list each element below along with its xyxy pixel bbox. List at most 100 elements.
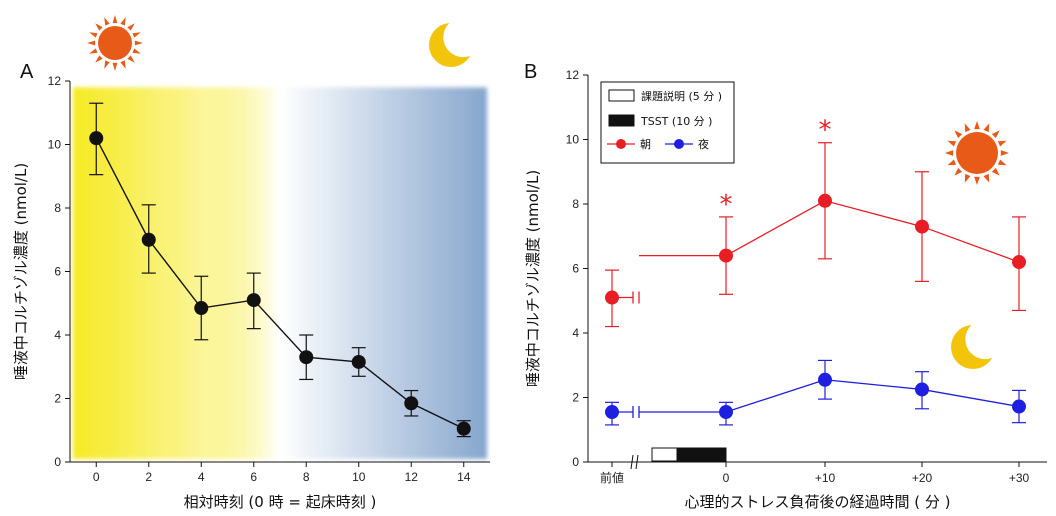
- sun-ray: [89, 32, 98, 38]
- sun-ray: [991, 167, 1000, 176]
- sun-ray: [104, 60, 110, 69]
- y-tick-label: 6: [572, 262, 579, 276]
- sun-ray: [127, 55, 135, 63]
- x-tick-label: 10: [352, 470, 366, 484]
- sun-ray: [89, 48, 98, 54]
- data-point: [719, 405, 733, 420]
- data-point: [915, 382, 929, 397]
- y-tick-label: 8: [54, 201, 61, 215]
- series-night: [605, 359, 1026, 426]
- chart-b-series: **: [605, 116, 1026, 426]
- x-tick-label: +10: [815, 471, 836, 485]
- x-tick-label: 2: [145, 470, 152, 484]
- axis-break: [630, 454, 634, 470]
- moon-crescent: [951, 325, 995, 369]
- panel-label-a: A: [20, 61, 34, 83]
- series-morning: [605, 142, 1026, 328]
- data-point: [818, 372, 832, 387]
- x-tick-label: 0: [723, 471, 730, 485]
- sun-ray: [954, 167, 963, 176]
- data-point: [456, 421, 471, 436]
- chart-a-x-axis-label: 相対時刻 (0 時 = 起床時刻 ): [184, 493, 377, 511]
- significance-marker: *: [720, 190, 733, 220]
- sun-ray: [947, 159, 957, 166]
- moon-icon: [429, 23, 473, 67]
- legend-label-morning: 朝: [640, 138, 651, 151]
- sun-ray: [1000, 150, 1009, 156]
- legend-marker: [674, 139, 684, 149]
- sun-ray: [983, 123, 990, 133]
- y-tick-label: 10: [48, 138, 62, 152]
- data-point: [299, 350, 314, 365]
- chart-a: 0 2 4 6 8 10 12 0 2 4 6 8 10 12 14 A 相対時刻 (0 時 = 起床時刻 …: [12, 15, 490, 511]
- data-point: [719, 248, 733, 263]
- sun-ray: [132, 32, 141, 38]
- data-point: [246, 293, 261, 308]
- sun-ray: [947, 140, 957, 147]
- chart-b-x-axis-label: 心理的ストレス負荷後の経過時間 ( 分 ): [684, 493, 950, 511]
- x-tick-label: 14: [457, 470, 471, 484]
- sun-ray: [112, 15, 118, 24]
- series-line: [639, 200, 1020, 263]
- y-tick-label: 8: [572, 197, 579, 211]
- x-tick-label: +30: [1009, 471, 1030, 485]
- sun-ray: [120, 60, 126, 69]
- tsst-block: [676, 447, 727, 462]
- y-tick-label: 0: [54, 455, 61, 469]
- chart-a-series: [89, 102, 471, 438]
- chart-b-y-axis-label: 唾液中コルチゾル濃度 (nmol/L): [524, 170, 542, 387]
- sun-ray: [964, 123, 971, 133]
- data-point: [194, 301, 209, 316]
- y-tick-label: 12: [566, 68, 580, 82]
- sun-ray: [954, 130, 963, 139]
- data-point: [1012, 399, 1026, 414]
- sun-ray: [95, 23, 103, 31]
- sun-ray: [112, 62, 118, 71]
- sun-ray: [127, 23, 135, 31]
- x-tick-label: 8: [303, 470, 310, 484]
- chart-a-y-axis-label: 唾液中コルチゾル濃度 (nmol/L): [12, 163, 30, 380]
- data-point: [605, 290, 619, 305]
- chart-a-axes: 0 2 4 6 8 10 12 0 2 4 6 8 10 12 14: [48, 74, 490, 484]
- legend-series-morning: [607, 139, 635, 149]
- sun-icon: [87, 15, 143, 71]
- chart-b-axes: 0 2 4 6 8 10 12 前値 0 +10 +20 +30: [566, 68, 1047, 485]
- sun-ray: [997, 140, 1007, 147]
- moon-icon: [951, 325, 995, 369]
- series-line: [95, 137, 465, 430]
- sun-ray: [87, 40, 96, 46]
- task-explanation-block: [651, 447, 678, 462]
- sun-icon: [945, 121, 1009, 185]
- data-point: [818, 193, 832, 208]
- y-tick-label: 2: [572, 391, 579, 405]
- y-tick-label: 12: [48, 74, 62, 88]
- data-point: [915, 219, 929, 234]
- data-point: [1012, 255, 1026, 270]
- significance-marker: *: [819, 116, 832, 146]
- legend-label-night: 夜: [698, 137, 709, 151]
- data-point: [404, 396, 419, 411]
- data-point: [605, 405, 619, 420]
- y-tick-label: 2: [54, 392, 61, 406]
- y-tick-label: 6: [54, 265, 61, 279]
- y-tick-label: 4: [572, 326, 579, 340]
- x-tick-label: 0: [93, 470, 100, 484]
- sun-disc: [98, 26, 132, 60]
- x-tick-label: 6: [250, 470, 257, 484]
- day-night-gradient: [73, 87, 487, 459]
- chart-b-legend: 課題説明 (5 分 ) TSST (10 分 ) 朝 夜: [600, 81, 735, 164]
- data-point: [141, 232, 156, 247]
- x-tick-label: 4: [198, 470, 205, 484]
- sun-ray: [104, 17, 110, 26]
- moon-crescent: [429, 23, 473, 67]
- y-tick-label: 0: [572, 455, 579, 469]
- sun-ray: [974, 121, 980, 130]
- legend-marker: [616, 139, 626, 149]
- sun-disc: [956, 132, 998, 174]
- sun-ray: [964, 173, 971, 183]
- axis-break: [635, 454, 639, 470]
- y-tick-label: 10: [566, 133, 580, 147]
- sun-ray: [120, 17, 126, 26]
